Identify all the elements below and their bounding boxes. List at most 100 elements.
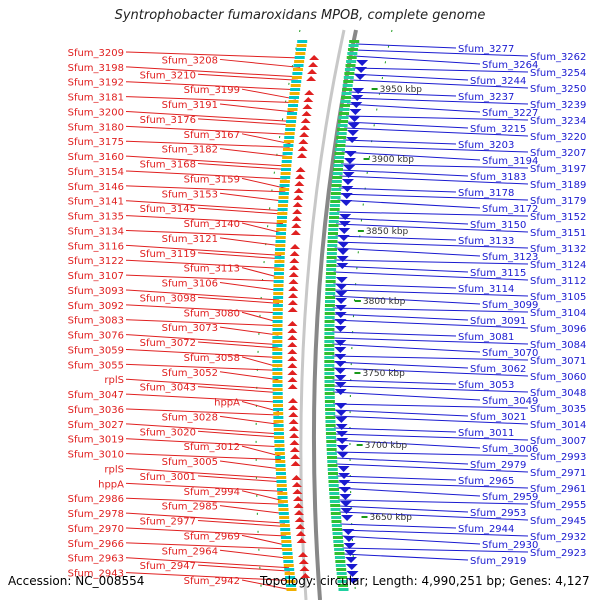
right-gene-arrow[interactable] (348, 116, 361, 122)
right-gene-arrow[interactable] (346, 137, 359, 143)
left-gene-label[interactable]: Sfum_2943 (68, 569, 124, 580)
left-gene-label[interactable]: Sfum_3076 (68, 331, 124, 342)
right-gene-arrow[interactable] (334, 368, 347, 374)
left-gene-label[interactable]: Sfum_3020 (140, 427, 196, 438)
right-gene-arrow[interactable] (345, 557, 358, 563)
left-gene-arrow[interactable] (300, 573, 311, 578)
left-gene-arrow[interactable] (289, 433, 300, 438)
right-gene-label[interactable]: Sfum_3099 (482, 300, 538, 311)
left-gene-label[interactable]: Sfum_3093 (68, 286, 124, 297)
left-gene-arrow[interactable] (298, 552, 309, 557)
left-gene-label[interactable]: Sfum_3012 (184, 442, 240, 453)
right-gene-arrow[interactable] (336, 445, 349, 451)
left-gene-label[interactable]: Sfum_3181 (68, 93, 124, 104)
right-gene-label[interactable]: Sfum_3262 (530, 52, 586, 63)
right-gene-arrow[interactable] (349, 109, 362, 115)
left-gene-label[interactable]: Sfum_3146 (68, 182, 124, 193)
left-gene-label[interactable]: Sfum_3073 (162, 323, 218, 334)
left-gene-label[interactable]: Sfum_3159 (184, 174, 240, 185)
left-gene-arrow[interactable] (291, 223, 302, 228)
left-gene-arrow[interactable] (302, 104, 313, 109)
left-gene-label[interactable]: hppA (214, 398, 240, 409)
left-gene-label[interactable]: Sfum_2985 (162, 502, 218, 513)
right-gene-arrow[interactable] (337, 242, 350, 248)
right-gene-label[interactable]: Sfum_3084 (530, 340, 586, 351)
left-gene-arrow[interactable] (289, 251, 300, 256)
left-gene-arrow[interactable] (300, 118, 311, 123)
right-gene-label[interactable]: Sfum_2961 (530, 484, 586, 495)
right-gene-arrow[interactable] (343, 165, 356, 171)
left-gene-label[interactable]: Sfum_3043 (140, 383, 196, 394)
right-gene-label[interactable]: Sfum_2965 (458, 476, 514, 487)
right-gene-arrow[interactable] (346, 130, 359, 136)
right-gene-arrow[interactable] (340, 508, 353, 514)
right-gene-label[interactable]: Sfum_2945 (530, 516, 586, 527)
right-gene-label[interactable]: Sfum_3112 (530, 276, 586, 287)
left-gene-label[interactable]: Sfum_3168 (140, 160, 196, 171)
right-gene-arrow[interactable] (347, 578, 360, 584)
left-gene-label[interactable]: hppA (98, 479, 124, 490)
left-gene-arrow[interactable] (287, 363, 298, 368)
right-gene-arrow[interactable] (335, 431, 348, 437)
right-gene-label[interactable]: Sfum_3070 (482, 348, 538, 359)
right-gene-arrow[interactable] (338, 487, 351, 493)
right-gene-arrow[interactable] (335, 410, 348, 416)
left-gene-label[interactable]: Sfum_3135 (68, 212, 124, 223)
left-gene-arrow[interactable] (290, 461, 301, 466)
right-gene-arrow[interactable] (334, 382, 347, 388)
right-gene-label[interactable]: Sfum_2930 (482, 540, 538, 551)
right-gene-arrow[interactable] (335, 277, 348, 283)
right-gene-label[interactable]: Sfum_3194 (482, 156, 538, 167)
right-gene-label[interactable]: Sfum_3114 (458, 284, 514, 295)
right-gene-arrow[interactable] (334, 319, 347, 325)
left-gene-arrow[interactable] (294, 517, 305, 522)
right-gene-arrow[interactable] (339, 501, 352, 507)
left-gene-arrow[interactable] (294, 510, 305, 515)
left-gene-arrow[interactable] (293, 188, 304, 193)
right-gene-arrow[interactable] (338, 228, 351, 234)
right-gene-arrow[interactable] (350, 102, 363, 108)
left-gene-arrow[interactable] (288, 286, 299, 291)
left-gene-arrow[interactable] (287, 349, 298, 354)
left-gene-arrow[interactable] (287, 307, 298, 312)
right-gene-label[interactable]: Sfum_3239 (530, 100, 586, 111)
right-gene-label[interactable]: Sfum_3011 (458, 428, 514, 439)
left-gene-arrow[interactable] (298, 559, 309, 564)
left-gene-label[interactable]: Sfum_3001 (140, 472, 196, 483)
right-gene-label[interactable]: Sfum_3062 (470, 364, 526, 375)
right-gene-arrow[interactable] (335, 291, 348, 297)
right-gene-arrow[interactable] (340, 200, 353, 206)
left-gene-arrow[interactable] (287, 384, 298, 389)
right-gene-arrow[interactable] (334, 312, 347, 318)
right-gene-arrow[interactable] (342, 529, 355, 535)
left-gene-label[interactable]: Sfum_3092 (68, 301, 124, 312)
right-gene-arrow[interactable] (354, 74, 367, 80)
left-gene-arrow[interactable] (288, 293, 299, 298)
left-gene-arrow[interactable] (308, 62, 319, 67)
left-gene-arrow[interactable] (289, 258, 300, 263)
right-gene-arrow[interactable] (343, 543, 356, 549)
left-gene-label[interactable]: Sfum_3145 (140, 204, 196, 215)
right-gene-label[interactable]: Sfum_3244 (470, 76, 526, 87)
left-gene-label[interactable]: Sfum_3083 (68, 316, 124, 327)
left-gene-label[interactable]: Sfum_3192 (68, 78, 124, 89)
right-gene-arrow[interactable] (334, 326, 347, 332)
left-gene-arrow[interactable] (288, 426, 299, 431)
left-gene-arrow[interactable] (307, 69, 318, 74)
left-gene-label[interactable]: Sfum_3200 (68, 107, 124, 118)
right-gene-arrow[interactable] (356, 60, 369, 66)
left-gene-arrow[interactable] (287, 300, 298, 305)
right-gene-label[interactable]: Sfum_3096 (530, 324, 586, 335)
left-gene-label[interactable]: Sfum_3028 (162, 412, 218, 423)
left-gene-label[interactable]: Sfum_3106 (162, 279, 218, 290)
right-gene-arrow[interactable] (334, 354, 347, 360)
left-gene-label[interactable]: Sfum_3107 (68, 271, 124, 282)
left-gene-label[interactable]: Sfum_3140 (184, 219, 240, 230)
right-gene-arrow[interactable] (341, 186, 354, 192)
right-gene-arrow[interactable] (334, 340, 347, 346)
left-gene-label[interactable]: Sfum_2947 (140, 561, 196, 572)
left-gene-arrow[interactable] (293, 195, 304, 200)
right-gene-label[interactable]: Sfum_3035 (530, 404, 586, 415)
left-gene-label[interactable]: Sfum_2986 (68, 494, 124, 505)
left-gene-label[interactable]: Sfum_3027 (68, 420, 124, 431)
